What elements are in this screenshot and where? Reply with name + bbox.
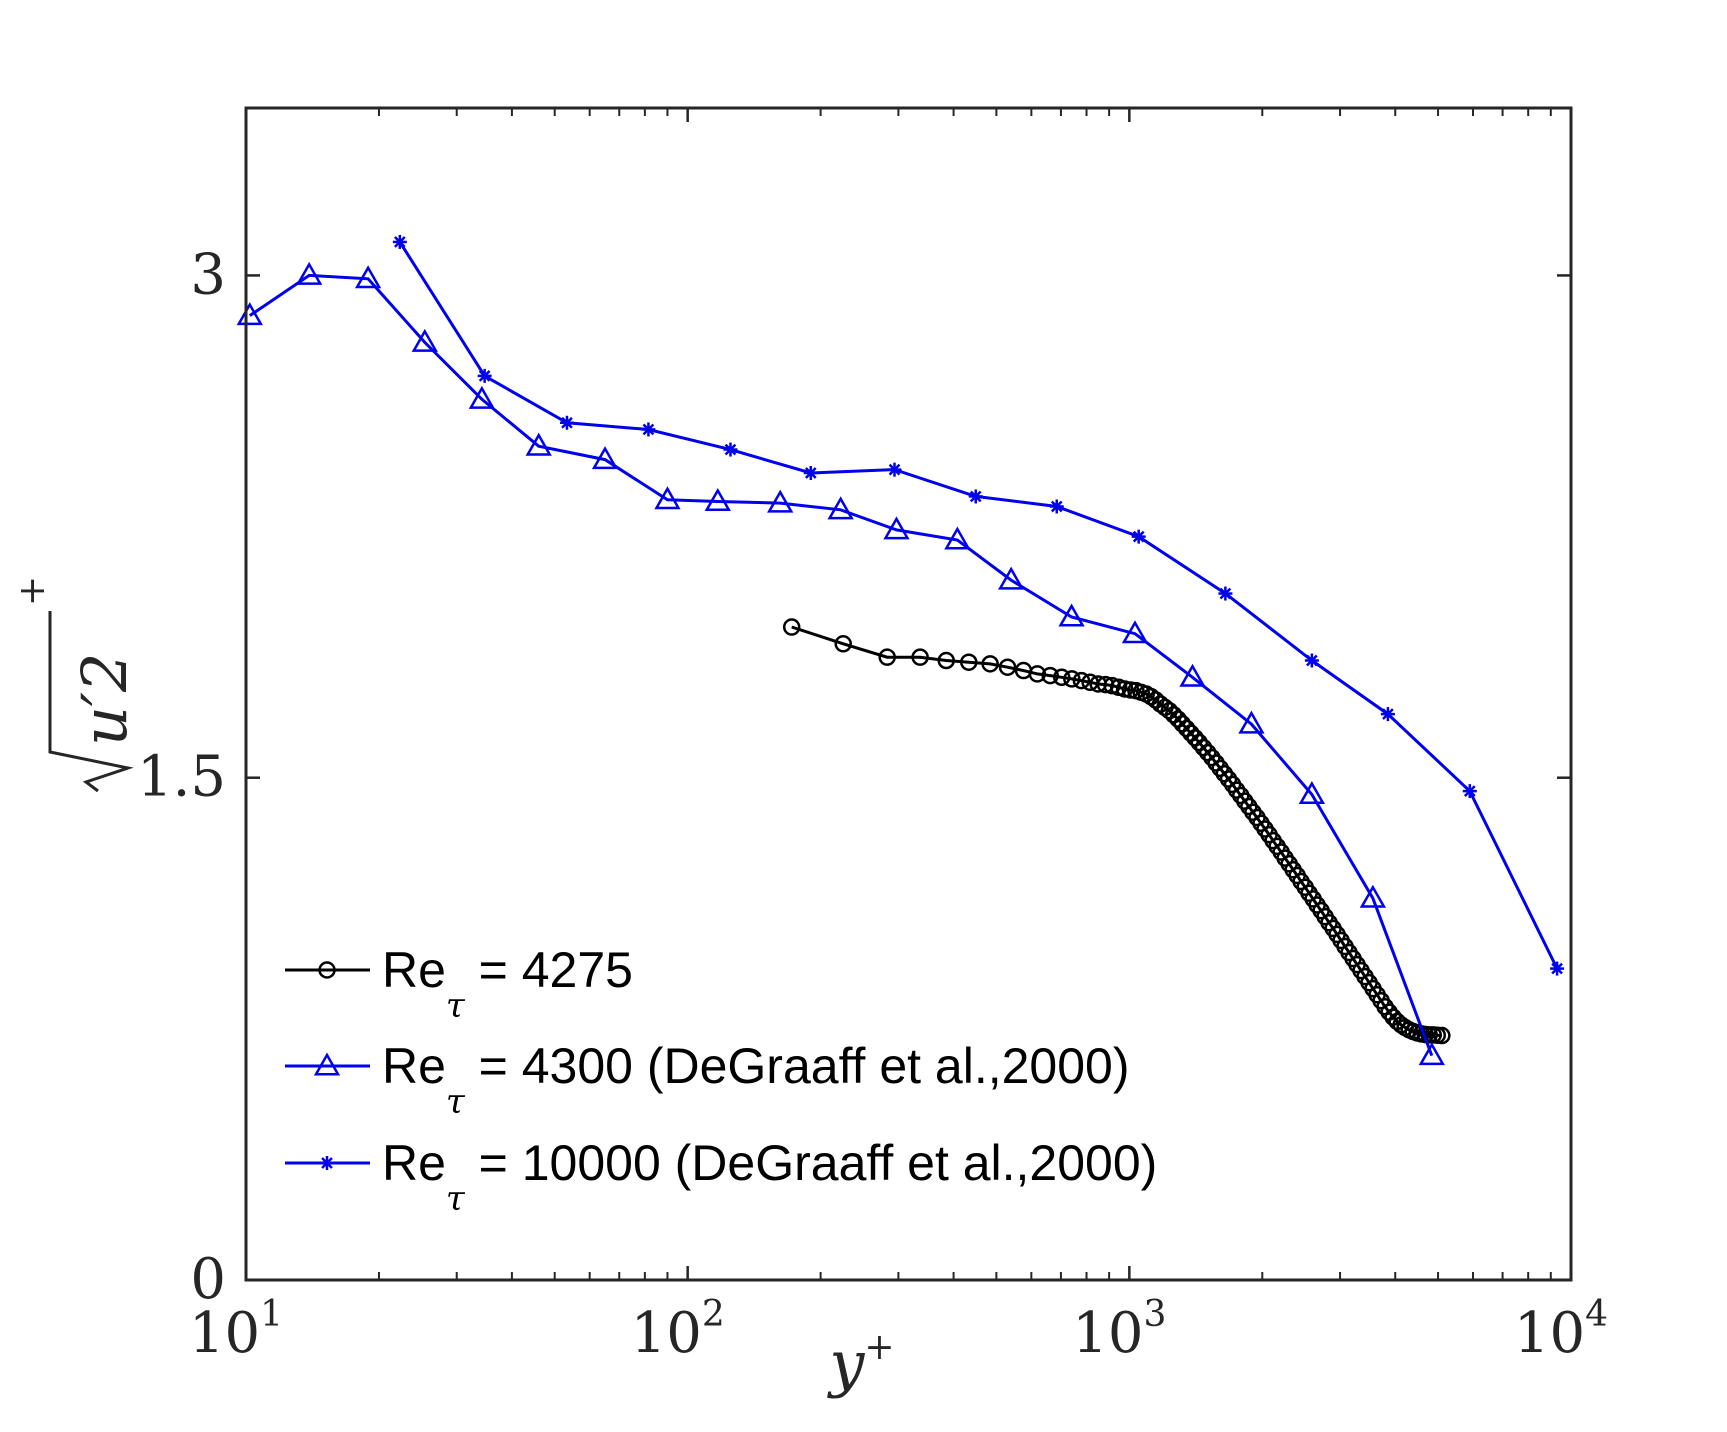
y-axis-label-text: u′2 [68,653,141,746]
legend-item-1: Reτ = 4275 [285,942,633,1026]
legend-item-2: Reτ = 4300 (DeGraaff et al.,2000) [285,1038,1130,1122]
data-point [1072,671,1091,690]
data-point [1418,1042,1445,1066]
tick-labels: 101 102 103 104 0 1.5 3 [137,242,1608,1366]
data-point [960,653,978,671]
series-1 [782,618,1451,1045]
sqrt-radical [48,611,134,793]
data-point [1198,743,1217,762]
data-point [944,526,971,550]
data-point [1058,603,1085,627]
series-2 [236,261,1445,1066]
data-point [981,655,999,673]
legend-label: Reτ = 4300 (DeGraaff et al.,2000) [382,1038,1130,1122]
data-point [878,648,896,666]
y-axis-label-sup: + [12,576,53,606]
data-point [997,566,1025,590]
data-point [1190,733,1209,752]
data-point [354,265,382,289]
data-point [641,422,656,437]
legend-item-3: Reτ = 10000 (DeGraaff et al.,2000) [285,1135,1157,1219]
data-point [559,415,574,430]
legend-label: Reτ = 4275 [382,942,633,1026]
data-point [782,618,801,636]
series-3 [392,234,1565,976]
data-point [320,1156,334,1170]
data-point [937,651,955,670]
data-point [313,1052,341,1076]
data-point [911,648,929,666]
data-point [1121,620,1149,644]
data-point [1380,707,1395,722]
data-point [591,446,619,470]
legend-label: Reτ = 10000 (DeGraaff et al.,2000) [382,1135,1157,1219]
data-point [883,516,910,540]
data-point [1049,499,1064,514]
data-point [1063,670,1081,688]
data-point [887,462,902,477]
data-point [1550,961,1565,976]
data-point [1041,666,1059,685]
y-tick-label: 3 [190,242,226,307]
data-point [1169,710,1187,728]
data-point [1131,529,1146,544]
data-point [803,465,818,480]
data-point [468,385,496,409]
data-point [1194,738,1213,757]
data-point [1462,784,1477,799]
x-tick-label: 103 [1072,1294,1166,1366]
data-point [1179,663,1206,687]
data-point [767,489,794,513]
data-point [1298,780,1326,804]
y-axis-label: u′2 + [12,576,141,793]
x-axis-label: y+ [826,1327,894,1400]
data-point [1359,884,1387,908]
x-tick-label: 104 [1514,1294,1608,1366]
data-point [1052,668,1071,687]
data-point [1304,653,1319,668]
x-tick-label: 102 [631,1294,725,1366]
plot-frame [244,106,1573,1282]
legend: Reτ = 4275 Reτ = 4300 (DeGraaff et al.,20… [285,942,1157,1219]
data-point [318,961,336,979]
y-tick-label: 0 [190,1247,226,1312]
data-point [1103,676,1121,695]
data-point [723,442,738,457]
y-tick-label: 1.5 [137,745,226,810]
series-line [248,273,1434,1057]
data-point [834,635,852,653]
data-point [296,261,323,285]
data-point [525,432,552,456]
data-point [477,368,492,383]
data-point [704,487,731,511]
x-tick-label: 101 [189,1294,283,1366]
data-point [1028,665,1047,683]
data-point [392,234,407,249]
data-point [968,489,983,504]
data-point [1164,706,1183,724]
data-point [411,328,438,352]
data-point [998,658,1017,676]
data-point [1238,710,1265,734]
data-point [236,302,263,326]
data-point [1433,1026,1451,1045]
data-point [827,496,854,520]
data-point [654,486,681,510]
series-layer [236,234,1565,1066]
data-point [1218,586,1233,601]
